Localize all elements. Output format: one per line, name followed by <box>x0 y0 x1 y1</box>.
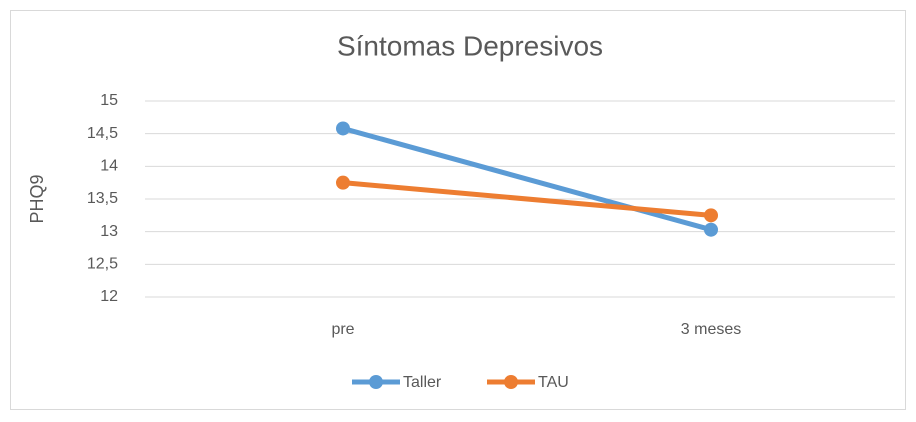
y-tick-label: 13,5 <box>87 190 118 207</box>
y-tick-label: 12 <box>100 288 118 305</box>
y-tick-label: 15 <box>100 92 118 109</box>
legend-marker <box>504 375 518 389</box>
legend-label: Taller <box>403 374 442 391</box>
y-tick-label: 13 <box>100 223 118 240</box>
point <box>336 121 350 136</box>
point <box>336 175 350 190</box>
point <box>704 208 718 223</box>
legend-label: TAU <box>538 374 569 391</box>
series-line <box>340 180 714 218</box>
series-line <box>340 125 714 233</box>
y-tick-label: 14 <box>100 158 118 175</box>
legend-marker <box>369 375 383 389</box>
x-tick-label: pre <box>331 321 354 338</box>
y-axis-label: PHQ9 <box>27 174 47 223</box>
y-tick-label: 14,5 <box>87 125 118 142</box>
x-tick-label: 3 meses <box>681 321 741 338</box>
chart-border <box>10 10 906 410</box>
y-tick-label: 12,5 <box>87 256 118 273</box>
point <box>704 222 718 237</box>
chart-title: Síntomas Depresivos <box>337 30 603 61</box>
